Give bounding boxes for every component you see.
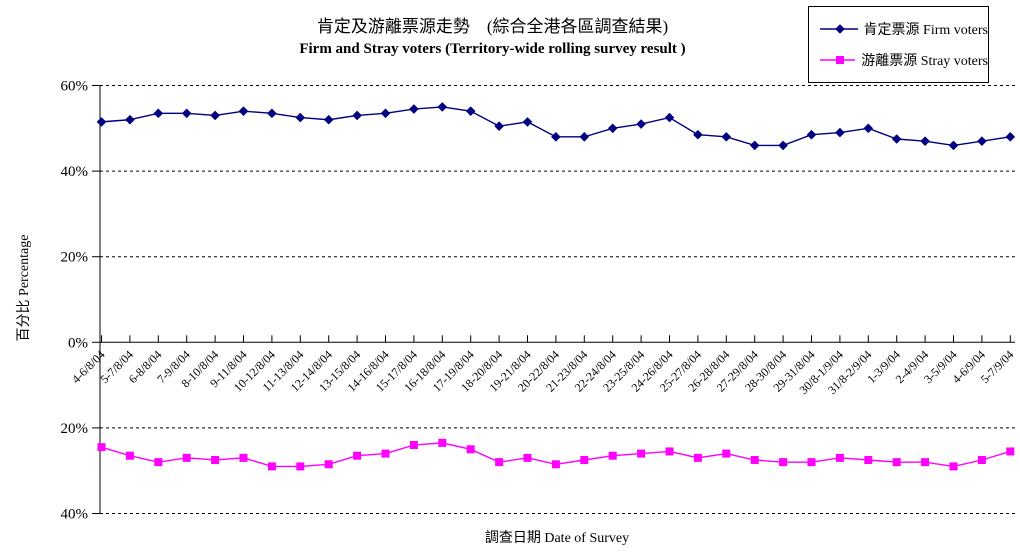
stray-voters-point	[211, 456, 220, 464]
firm-voters-point	[210, 110, 220, 121]
stray-voters-point	[267, 462, 276, 471]
firm-voters-point	[125, 114, 135, 125]
firm-voters-point	[409, 104, 419, 114]
firm-voters-point	[295, 112, 306, 123]
stray-voters-point	[182, 453, 191, 462]
stray-voters-point	[97, 443, 106, 452]
stray-voters-point	[722, 449, 731, 458]
firm-voters-point	[948, 140, 959, 151]
stray-voters-point	[353, 451, 362, 460]
chart-title-english: Firm and Stray voters (Territory-wide ro…	[299, 40, 686, 57]
stray-voters-point	[580, 456, 589, 464]
stray-voters-point	[637, 449, 646, 458]
x-axis-title: 調查日期 Date of Survey	[484, 531, 630, 546]
stray-voters-point	[750, 456, 759, 464]
stray-voters-point	[551, 460, 560, 469]
stray-voters-point	[864, 456, 873, 464]
stray-voters-point	[1006, 447, 1015, 456]
stray-voters-point	[949, 462, 958, 471]
firm-voters-legend-marker-icon	[820, 23, 858, 34]
legend-marker-diamond	[835, 23, 845, 34]
stray-voters-point	[125, 451, 134, 460]
legend-item-stray-voters: 游離票源 Stray voters	[819, 50, 988, 70]
legend-marker-square	[836, 56, 844, 65]
firm-voters-point	[749, 140, 760, 151]
stray-voters-legend-marker-icon	[820, 56, 856, 65]
firm-voters-point	[238, 106, 249, 116]
stray-voters-point	[977, 456, 986, 464]
stray-voters-point	[921, 458, 930, 467]
y-axis-tick-label: 20%	[61, 250, 89, 266]
firm-voters-point	[323, 114, 334, 125]
firm-voters-point	[1005, 132, 1016, 142]
stray-voters-point	[409, 441, 418, 450]
firm-voters-point	[891, 134, 902, 144]
firm-voters-point	[522, 117, 533, 127]
legend-item-firm-voters: 肯定票源 Firm voters	[819, 19, 988, 39]
stray-voters-point	[608, 451, 617, 460]
firm-voters-point	[579, 132, 590, 142]
stray-voters-point	[296, 462, 305, 471]
firm-voters-point	[693, 129, 703, 140]
firm-voters-point	[778, 140, 788, 151]
firm-voters-point	[920, 136, 930, 146]
y-axis-title: 百分比 Percentage	[17, 234, 32, 342]
firm-voters-point	[806, 129, 817, 140]
firm-voters-point	[664, 112, 675, 123]
chart-title-chinese: 肯定及游離票源走勢 (綜合全港各區調查結果)	[316, 17, 669, 36]
stray-voters-point	[523, 453, 532, 462]
y-axis-tick-label: 60%	[61, 79, 89, 95]
y-axis-tick-label: 40%	[61, 507, 89, 523]
firm-voters-point	[153, 108, 164, 119]
y-axis-tick-label: 20%	[61, 421, 89, 437]
stray-voters-point	[495, 458, 504, 467]
firm-voters-point	[636, 119, 646, 129]
stray-voters-point	[892, 458, 901, 467]
stray-voters-point	[239, 453, 248, 462]
firm-voters-point	[437, 102, 448, 112]
stray-voters-point	[466, 445, 475, 454]
stray-voters-point	[154, 458, 163, 467]
stray-voters-point	[835, 453, 844, 462]
firm-voters-point	[181, 108, 192, 119]
firm-voters-point	[352, 110, 362, 121]
firm-voters-point	[494, 121, 504, 131]
firm-voters-point	[96, 117, 107, 127]
y-axis-tick-label: 0%	[68, 335, 88, 351]
firm-voters-point	[721, 132, 732, 142]
firm-voters-point	[465, 106, 476, 116]
stray-voters-point	[693, 453, 702, 462]
y-axis-tick-label: 40%	[61, 164, 89, 180]
firm-voters-point	[267, 108, 277, 119]
firm-voters-point	[977, 136, 987, 146]
firm-voters-point	[607, 123, 618, 134]
stray-voters-point	[779, 458, 788, 467]
firm-voters-point	[551, 132, 561, 142]
firm-voters-point	[863, 123, 874, 134]
legend-label-firm-voters: 肯定票源 Firm voters	[863, 22, 988, 38]
legend-label-stray-voters: 游離票源 Stray voters	[861, 54, 988, 70]
legend: 肯定票源 Firm voters 游離票源 Stray voters	[808, 6, 989, 83]
firm-voters-point	[380, 108, 391, 119]
stray-voters-point	[324, 460, 333, 469]
chart-title-block: 肯定及游離票源走勢 (綜合全港各區調查結果) Firm and Stray vo…	[0, 16, 985, 59]
stray-voters-point	[438, 438, 447, 447]
stray-voters-point	[665, 447, 674, 456]
firm-voters-point	[835, 127, 845, 138]
stray-voters-point	[381, 449, 390, 458]
stray-voters-point	[807, 458, 816, 467]
